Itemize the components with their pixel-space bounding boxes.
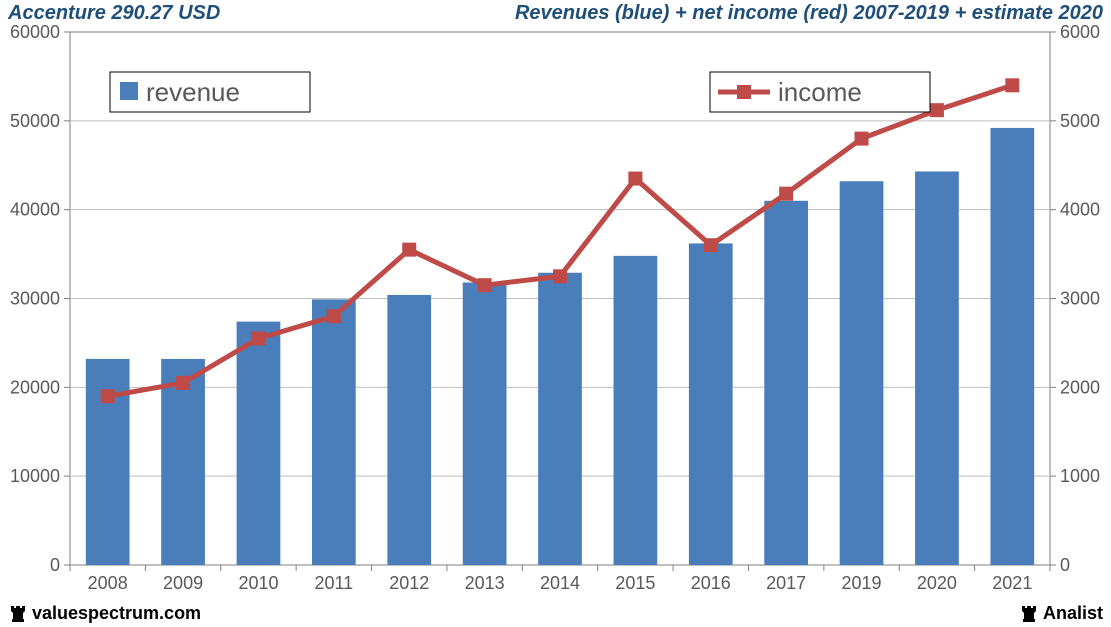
- legend-revenue: revenue: [110, 72, 310, 112]
- legend-income: income: [710, 72, 930, 112]
- svg-text:2012: 2012: [389, 573, 429, 593]
- svg-text:2020: 2020: [917, 573, 957, 593]
- svg-text:revenue: revenue: [146, 77, 240, 107]
- svg-text:50000: 50000: [10, 111, 60, 131]
- svg-text:2008: 2008: [88, 573, 128, 593]
- chart-frame: Accenture 290.27 USD Revenues (blue) + n…: [0, 0, 1111, 627]
- svg-text:60000: 60000: [10, 22, 60, 42]
- svg-text:2000: 2000: [1060, 377, 1100, 397]
- svg-text:6000: 6000: [1060, 22, 1100, 42]
- svg-text:2010: 2010: [238, 573, 278, 593]
- svg-text:1000: 1000: [1060, 466, 1100, 486]
- svg-text:40000: 40000: [10, 200, 60, 220]
- svg-text:2021: 2021: [992, 573, 1032, 593]
- svg-text:2017: 2017: [766, 573, 806, 593]
- svg-text:2019: 2019: [842, 573, 882, 593]
- svg-text:20000: 20000: [10, 377, 60, 397]
- svg-text:5000: 5000: [1060, 111, 1100, 131]
- footer-right-text: Analist: [1043, 603, 1103, 624]
- svg-text:4000: 4000: [1060, 200, 1100, 220]
- rook-icon: [8, 604, 28, 624]
- svg-text:0: 0: [1060, 555, 1070, 575]
- footer-left: valuespectrum.com: [8, 603, 201, 624]
- svg-text:2009: 2009: [163, 573, 203, 593]
- rook-icon: [1019, 604, 1039, 624]
- footer-right: Analist: [1019, 603, 1103, 624]
- svg-text:3000: 3000: [1060, 289, 1100, 309]
- chart-plot: 0 10000 20000 30000 40000 50000 60000 0 1000 2000…: [0, 0, 1111, 627]
- svg-text:2014: 2014: [540, 573, 580, 593]
- svg-text:10000: 10000: [10, 466, 60, 486]
- svg-text:income: income: [778, 77, 862, 107]
- svg-text:2013: 2013: [465, 573, 505, 593]
- svg-text:30000: 30000: [10, 289, 60, 309]
- svg-text:2015: 2015: [615, 573, 655, 593]
- svg-text:0: 0: [50, 555, 60, 575]
- svg-text:2011: 2011: [314, 573, 353, 593]
- footer-left-text: valuespectrum.com: [32, 603, 201, 624]
- svg-text:2016: 2016: [691, 573, 731, 593]
